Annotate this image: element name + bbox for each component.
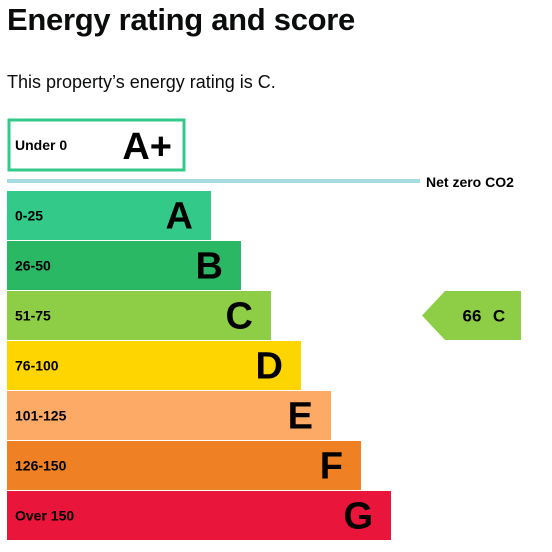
band-a-plus-letter: A+ xyxy=(122,126,172,168)
band-e-range: 101-125 xyxy=(15,408,67,424)
band-a-plus: Under 0 A+ xyxy=(7,118,186,172)
band-f-letter: F xyxy=(320,446,343,488)
band-a-plus-box xyxy=(7,118,186,172)
band-a-letter: A xyxy=(166,196,193,238)
current-rating-score: 66 xyxy=(463,307,482,326)
band-f-range: 126-150 xyxy=(15,458,67,474)
band-g-letter: G xyxy=(343,496,373,538)
page-title: Energy rating and score xyxy=(7,2,355,37)
current-rating-arrow xyxy=(422,291,521,340)
band-d-bar xyxy=(7,341,301,390)
band-g-range: Over 150 xyxy=(15,508,74,524)
band-b-range: 26-50 xyxy=(15,258,51,274)
band-a-bar xyxy=(7,191,211,240)
band-d-letter: D xyxy=(256,346,283,388)
band-c-bar xyxy=(7,291,271,340)
band-b-letter: B xyxy=(196,246,223,288)
band-c-range: 51-75 xyxy=(15,308,51,324)
band-f-bar xyxy=(7,441,361,490)
energy-rating-summary: This property’s energy rating is C. xyxy=(7,72,276,92)
band-e-letter: E xyxy=(288,396,313,438)
rating-bands: 0-25 A 26-50 B 51-75 C 76-100 D 101-125 E 126-150 F… xyxy=(7,191,391,540)
net-zero-label: Net zero CO2 xyxy=(426,174,514,190)
band-a-plus-range: Under 0 xyxy=(15,137,67,153)
band-c-letter: C xyxy=(226,296,253,338)
band-b-bar xyxy=(7,241,241,290)
band-e-bar xyxy=(7,391,331,440)
band-d-range: 76-100 xyxy=(15,358,59,374)
band-a-range: 0-25 xyxy=(15,208,43,224)
current-rating-letter: C xyxy=(493,307,505,326)
current-rating-marker: 66 C xyxy=(422,291,521,340)
band-g-bar xyxy=(7,491,391,540)
